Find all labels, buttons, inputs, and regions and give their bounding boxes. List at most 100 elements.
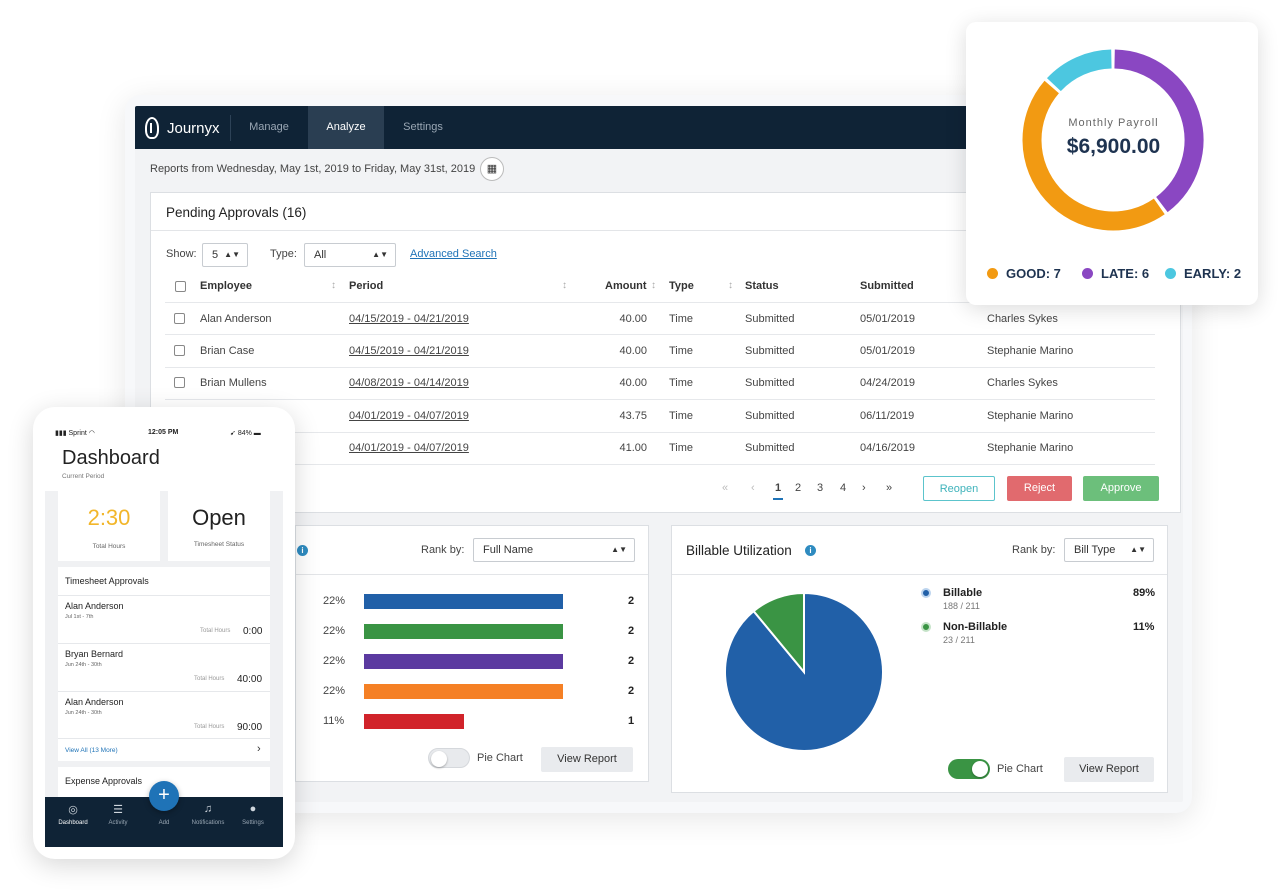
nav-manage[interactable]: Manage: [249, 121, 289, 133]
bar[interactable]: [364, 594, 563, 609]
calendar-button[interactable]: ▦: [480, 157, 504, 181]
bell-icon: ♫: [203, 803, 213, 815]
phone-header: [45, 421, 283, 491]
bar[interactable]: [364, 624, 563, 639]
tab-dashboard[interactable]: ◎ Dashboard: [51, 797, 95, 826]
type-select[interactable]: All ▲▼: [304, 243, 396, 267]
cell-period-link[interactable]: 04/15/2019 - 04/21/2019: [349, 313, 469, 325]
nav-settings[interactable]: Settings: [403, 121, 443, 133]
tab-add[interactable]: Add: [158, 820, 170, 826]
sort-icon[interactable]: ↕: [562, 280, 567, 291]
sort-icon[interactable]: ↕: [728, 280, 733, 291]
bar[interactable]: [364, 714, 464, 729]
legend-late: LATE: 6: [1082, 266, 1149, 281]
bar[interactable]: [364, 684, 563, 699]
advanced-search-link[interactable]: Advanced Search: [410, 248, 497, 260]
pagination-page-3[interactable]: 3: [817, 482, 824, 494]
nonbillable-legend-name: Non-Billable: [943, 621, 1008, 633]
legend-dot: [987, 268, 998, 279]
legend-early: EARLY: 2: [1165, 266, 1241, 281]
divider: [58, 691, 270, 692]
approve-button[interactable]: Approve: [1083, 476, 1159, 501]
pagination-last[interactable]: »: [886, 482, 893, 494]
cell-type: Time: [669, 345, 694, 357]
view-report-button[interactable]: View Report: [1064, 757, 1154, 782]
cell-type: Time: [669, 313, 694, 325]
tab-settings[interactable]: ● Settings: [231, 797, 275, 826]
bill-type-select[interactable]: Bill Type ▲▼: [1064, 538, 1154, 562]
add-fab-button[interactable]: +: [149, 781, 179, 811]
tab-notifications[interactable]: ♫ Notifications: [186, 797, 230, 826]
type-select-value: All: [314, 249, 327, 261]
approval-name[interactable]: Alan Anderson: [65, 697, 124, 707]
pagination-page-4[interactable]: 4: [840, 482, 847, 494]
info-icon[interactable]: i: [805, 545, 816, 556]
reject-button[interactable]: Reject: [1007, 476, 1072, 501]
nonbillable-legend-pct: 11%: [1133, 621, 1155, 633]
pending-approvals-title: Pending Approvals (16): [166, 205, 307, 220]
bar-count-label: 2: [628, 595, 635, 607]
brand-name: Journyx: [167, 119, 220, 137]
timesheet-status-card[interactable]: Open Timesheet Status: [168, 491, 270, 561]
select-arrows-icon: ▲▼: [372, 250, 388, 259]
pie-chart-toggle[interactable]: [428, 748, 470, 768]
sort-icon[interactable]: ↕: [651, 280, 656, 291]
status-battery: ➹ 84% ▬: [230, 430, 261, 437]
col-type[interactable]: Type: [669, 280, 694, 292]
row-divider: [165, 432, 1155, 433]
col-employee[interactable]: Employee: [200, 280, 252, 292]
pagination-page-2[interactable]: 2: [795, 482, 802, 494]
col-period[interactable]: Period: [349, 280, 384, 292]
pagination-prev[interactable]: ‹: [751, 482, 755, 494]
brand[interactable]: Journyx: [145, 116, 220, 140]
pie-slice[interactable]: [752, 592, 805, 675]
row-checkbox[interactable]: [174, 313, 185, 324]
donut-segment[interactable]: [1022, 80, 1165, 231]
cell-approver: Charles Sykes: [987, 377, 1058, 389]
select-arrows-icon: ▲▼: [1130, 545, 1146, 554]
pagination-first[interactable]: «: [722, 482, 729, 494]
approval-name[interactable]: Alan Anderson: [65, 601, 124, 611]
tab-activity[interactable]: ☰ Activity: [96, 797, 140, 826]
cell-period-link[interactable]: 04/08/2019 - 04/14/2019: [349, 377, 469, 389]
toggle-knob: [431, 751, 447, 767]
row-divider: [165, 334, 1155, 335]
show-select[interactable]: 5 ▲▼: [202, 243, 248, 267]
donut-segment[interactable]: [1114, 49, 1204, 213]
col-amount[interactable]: Amount: [605, 280, 647, 292]
view-report-button[interactable]: View Report: [541, 747, 633, 772]
nav-analyze[interactable]: Analyze: [308, 106, 384, 149]
phone-frame: ▮▮▮ Sprint ◠ 12:05 PM ➹ 84% ▬ Dashboard …: [33, 407, 295, 859]
cell-period-link[interactable]: 04/01/2019 - 04/07/2019: [349, 442, 469, 454]
total-hours-label: Total Hours: [92, 543, 126, 550]
bar[interactable]: [364, 654, 563, 669]
select-all-checkbox[interactable]: [175, 281, 186, 292]
sort-icon[interactable]: ↕: [331, 280, 336, 291]
billable-title: Billable Utilization: [686, 543, 792, 558]
row-checkbox[interactable]: [174, 377, 185, 388]
donut-segment[interactable]: [1046, 49, 1112, 92]
reopen-button[interactable]: Reopen: [923, 476, 995, 501]
pagination-page-1[interactable]: 1: [773, 482, 784, 500]
row-checkbox[interactable]: [174, 345, 185, 356]
col-status[interactable]: Status: [745, 280, 779, 292]
approval-dates: Jun 24th - 30th: [65, 662, 102, 668]
info-icon[interactable]: i: [297, 545, 308, 556]
pie-chart-toggle[interactable]: [948, 759, 990, 779]
view-all-link[interactable]: View All (13 More): [65, 747, 118, 754]
col-submitted[interactable]: Submitted: [860, 280, 914, 292]
pagination-next[interactable]: ›: [862, 482, 866, 494]
cell-period-link[interactable]: 04/01/2019 - 04/07/2019: [349, 410, 469, 422]
cell-period-link[interactable]: 04/15/2019 - 04/21/2019: [349, 345, 469, 357]
chevron-right-icon[interactable]: ›: [257, 743, 261, 755]
user-icon: ●: [249, 803, 257, 815]
total-hours-card[interactable]: 2:30 Total Hours: [58, 491, 160, 561]
rank-by-select[interactable]: Full Name ▲▼: [473, 538, 635, 562]
approval-name[interactable]: Bryan Bernard: [65, 649, 124, 659]
journyx-logo-icon: [145, 117, 159, 139]
billable-legend-name: Billable: [943, 587, 983, 599]
phone-title: Dashboard: [62, 447, 160, 469]
billable-legend-dot: [921, 588, 931, 598]
cell-employee: Brian Mullens: [200, 377, 267, 389]
bar-count-label: 2: [628, 685, 635, 697]
